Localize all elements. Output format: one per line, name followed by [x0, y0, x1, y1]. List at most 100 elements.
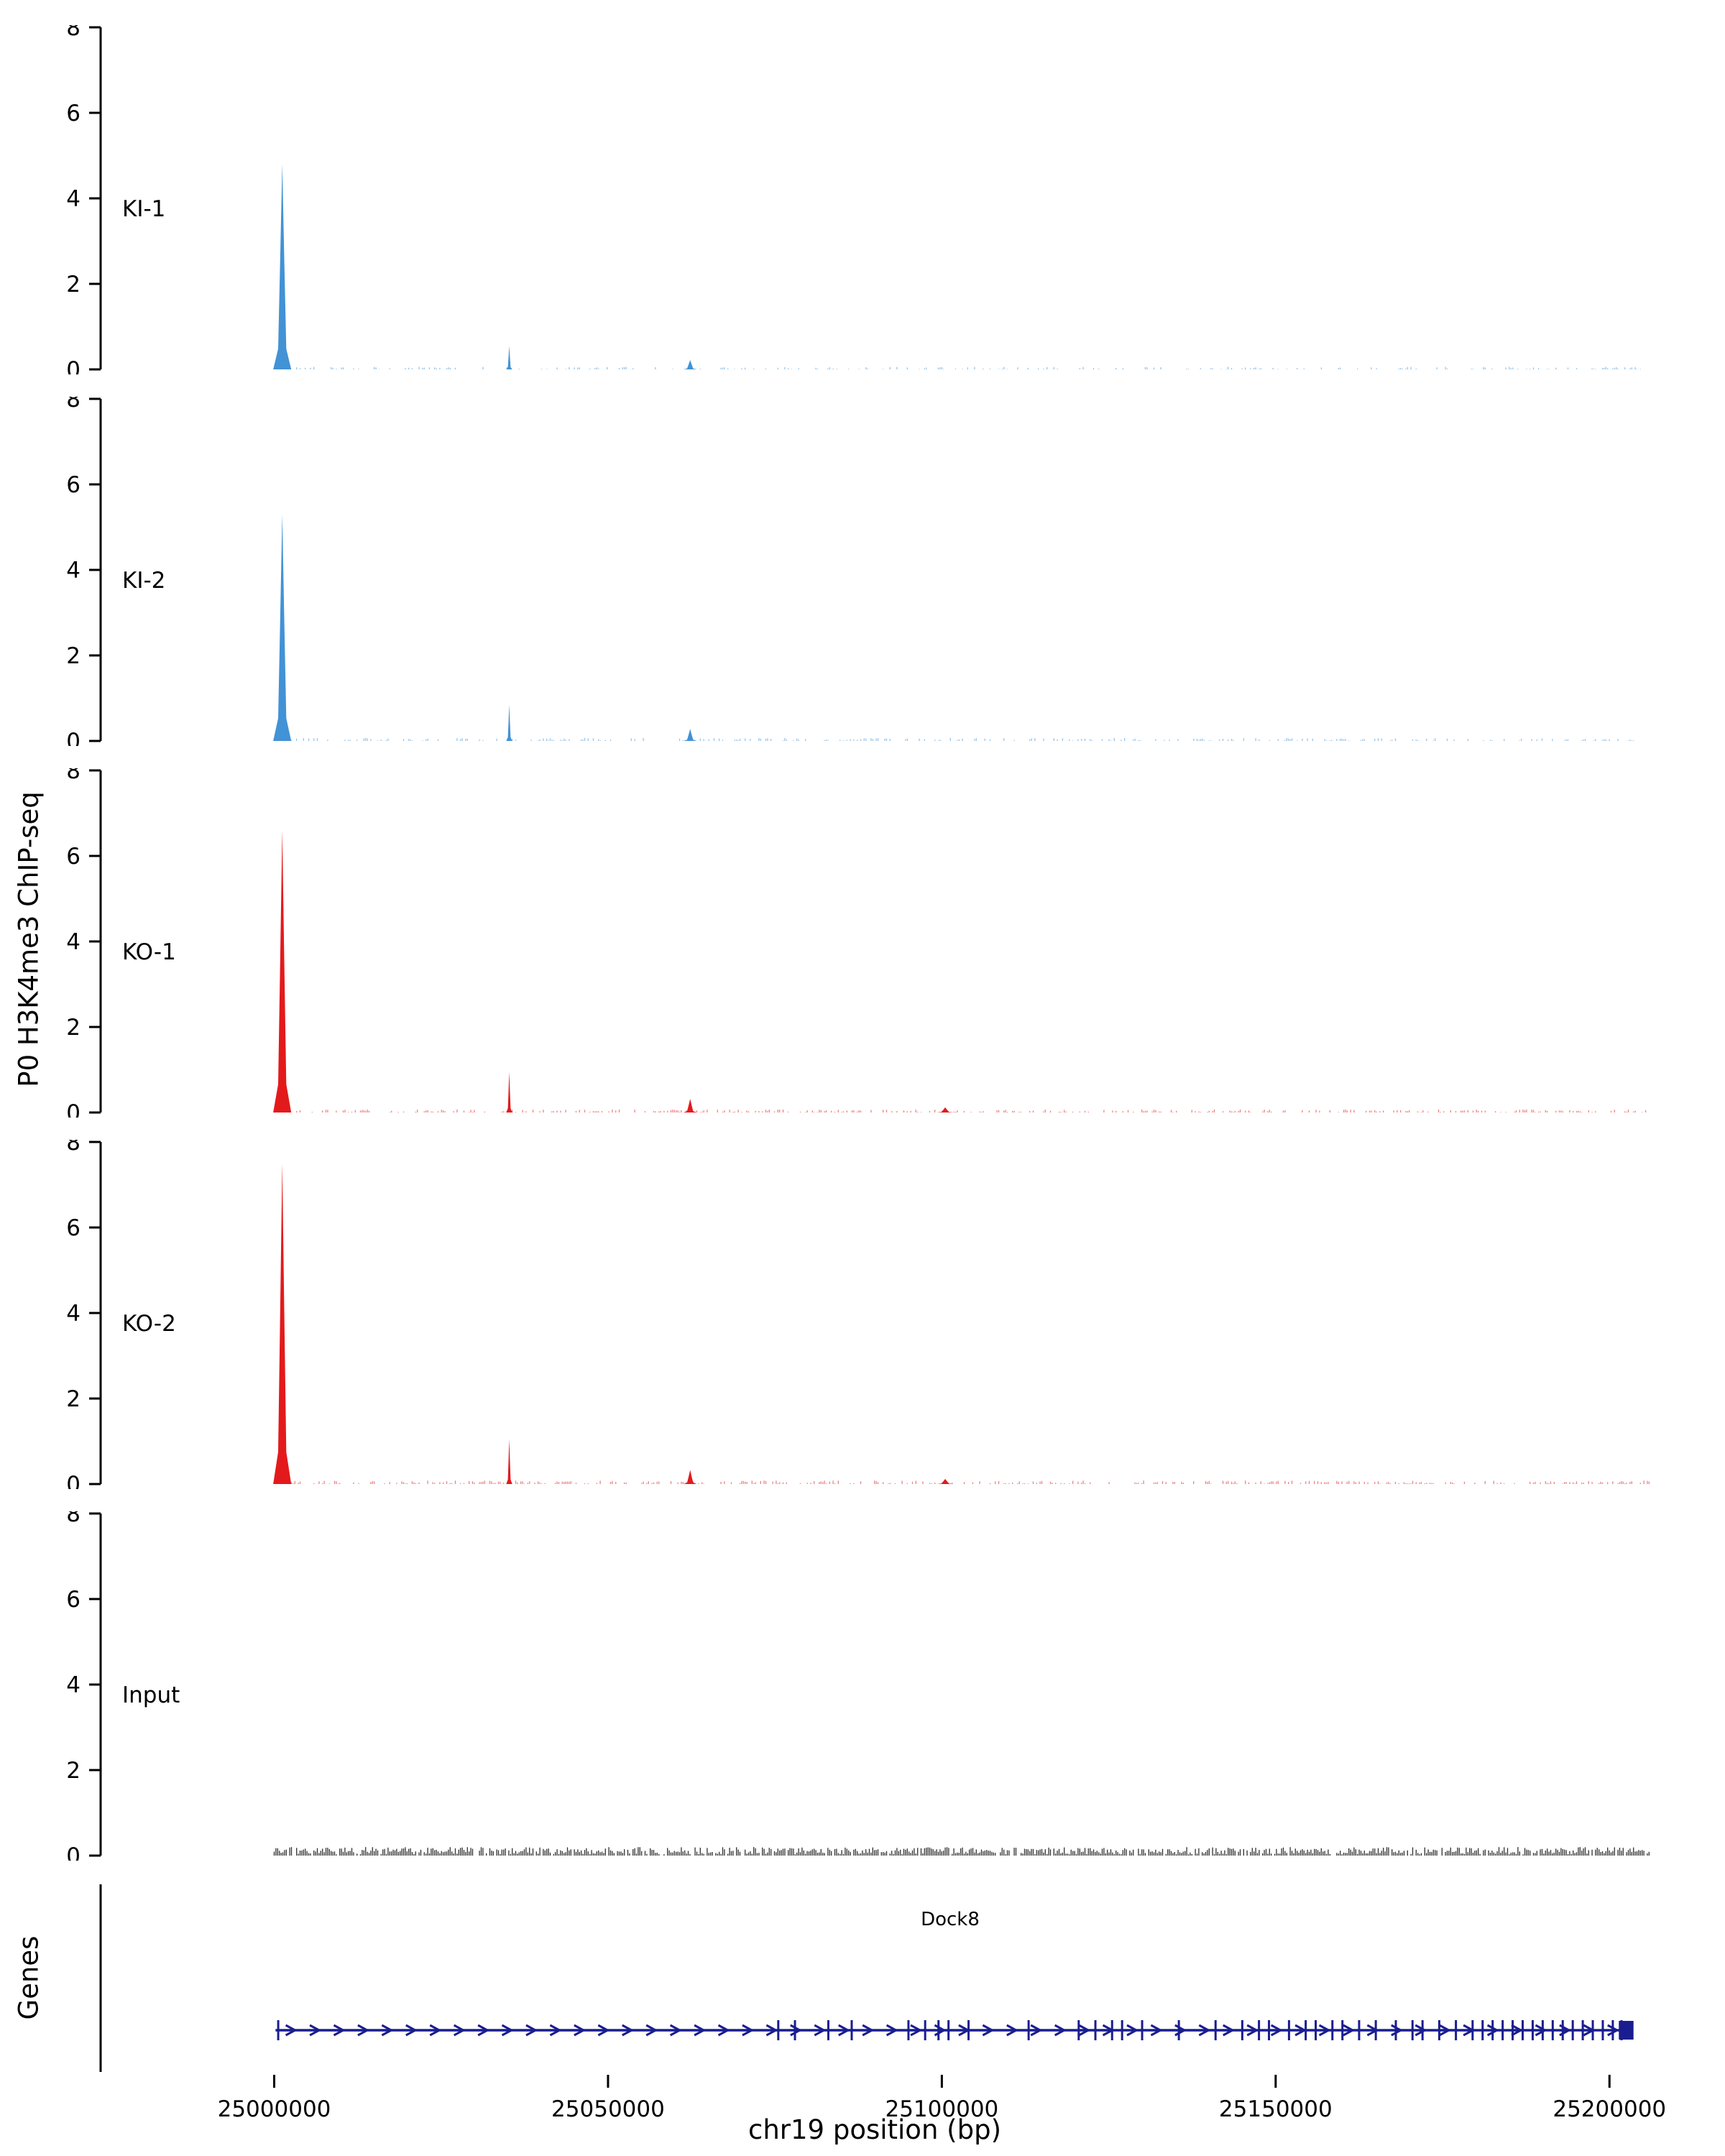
track-plot-ko-1: 0 2 4 6 8 — [66, 768, 1647, 1118]
y-tick-label: 2 — [66, 1386, 80, 1412]
strand-arrow — [1486, 2024, 1499, 2037]
strand-arrow — [1198, 2024, 1211, 2037]
y-tick-label: 2 — [66, 1758, 80, 1784]
x-tick-label: 25200000 — [1552, 2096, 1666, 2122]
y-tick-label: 8 — [66, 397, 80, 413]
strand-arrow — [1006, 2024, 1018, 2037]
strand-arrow — [1078, 2024, 1091, 2037]
track-label: KO-2 — [122, 1311, 176, 1337]
strand-arrow — [742, 2024, 755, 2037]
y-tick-label: 6 — [66, 101, 80, 126]
strand-arrow — [765, 2024, 778, 2037]
track-plot-ki-2: 0 2 4 6 8 — [66, 397, 1634, 746]
track-ki-1: 0 2 4 6 8 KI-1 — [0, 25, 1725, 374]
strand-arrow — [910, 2024, 923, 2037]
track-plot-ki-1: 0 2 4 6 8 — [66, 25, 1641, 374]
track-ko-1: 0 2 4 6 8 KO-1 — [0, 768, 1725, 1118]
strand-arrow — [1343, 2024, 1356, 2037]
strand-arrow — [1102, 2024, 1115, 2037]
y-tick-label: 8 — [66, 1140, 80, 1156]
peak-shape — [273, 1163, 292, 1484]
strand-arrow — [477, 2024, 490, 2037]
noise-signal — [273, 737, 1634, 741]
peak-shape — [937, 1107, 954, 1112]
y-tick-label: 6 — [66, 844, 80, 870]
gene-model-plot — [99, 1884, 1634, 2072]
y-tick-label: 6 — [66, 1215, 80, 1241]
y-tick-label: 4 — [66, 1301, 80, 1327]
y-tick-label: 0 — [66, 1472, 80, 1489]
y-tick-label: 0 — [66, 1843, 80, 1861]
strand-arrow — [1270, 2024, 1283, 2037]
x-tick-label: 25000000 — [218, 2096, 331, 2122]
y-tick-label: 0 — [66, 729, 80, 746]
strand-arrow — [1607, 2024, 1619, 2037]
y-tick-label: 2 — [66, 272, 80, 298]
strand-arrow — [405, 2024, 418, 2037]
strand-arrow — [669, 2024, 682, 2037]
track-label: Input — [122, 1682, 180, 1708]
strand-arrow — [790, 2024, 802, 2037]
peak-shape — [683, 729, 697, 741]
gene-name-label: Dock8 — [921, 1909, 980, 1930]
strand-arrow — [1223, 2024, 1235, 2037]
strand-arrow — [429, 2024, 442, 2037]
y-tick-label: 2 — [66, 1015, 80, 1041]
gene-end-block — [1619, 2021, 1634, 2040]
x-axis-title: chr19 position (bp) — [748, 2114, 1002, 2145]
strand-arrow — [862, 2024, 875, 2037]
strand-arrow — [1366, 2024, 1379, 2037]
peak-shape — [506, 346, 512, 369]
y-tick-label: 0 — [66, 1100, 80, 1118]
strand-arrow — [597, 2024, 610, 2037]
strand-arrow — [357, 2024, 370, 2037]
x-tick-label: 25150000 — [1219, 2096, 1333, 2122]
peak-shape — [506, 1072, 512, 1112]
noise-signal — [275, 1109, 1647, 1112]
peak-shape — [937, 1478, 954, 1484]
y-tick-label: 6 — [66, 472, 80, 498]
strand-arrow — [1150, 2024, 1163, 2037]
track-label: KI-2 — [122, 568, 166, 594]
noise-signal — [275, 367, 1641, 369]
strand-arrow — [285, 2024, 298, 2037]
strand-arrow — [622, 2024, 634, 2037]
noise-signal — [277, 1480, 1650, 1484]
y-tick-label: 8 — [66, 768, 80, 784]
strand-arrow — [1511, 2024, 1524, 2037]
strand-arrow — [1246, 2024, 1259, 2037]
track-label: KI-1 — [122, 196, 166, 222]
strand-arrow — [717, 2024, 730, 2037]
strand-arrow — [694, 2024, 707, 2037]
strand-arrow — [333, 2024, 346, 2037]
strand-arrow — [645, 2024, 658, 2037]
strand-arrow — [1030, 2024, 1043, 2037]
strand-arrow — [1463, 2024, 1476, 2037]
peak-shape — [273, 830, 292, 1112]
track-plot-input: 0 2 4 6 8 — [66, 1511, 1650, 1861]
strand-arrow — [1318, 2024, 1331, 2037]
strand-arrow — [1559, 2024, 1572, 2037]
peak-shape — [506, 704, 512, 741]
strand-arrow — [1126, 2024, 1139, 2037]
x-tick-label: 25050000 — [551, 2096, 665, 2122]
strand-arrow — [1054, 2024, 1067, 2037]
strand-arrow — [1438, 2024, 1451, 2037]
track-ki-2: 0 2 4 6 8 KI-2 — [0, 397, 1725, 746]
track-plot-ko-2: 0 2 4 6 8 — [66, 1140, 1650, 1489]
strand-arrow — [1294, 2024, 1307, 2037]
strand-arrow — [309, 2024, 322, 2037]
strand-arrow — [501, 2024, 514, 2037]
strand-arrow — [453, 2024, 466, 2037]
peak-shape — [683, 1099, 697, 1112]
y-tick-label: 8 — [66, 1511, 80, 1527]
strand-arrow — [886, 2024, 898, 2037]
x-tick-label: 25100000 — [885, 2096, 998, 2122]
y-tick-label: 4 — [66, 1672, 80, 1698]
peak-shape — [273, 164, 292, 369]
peak-shape — [506, 1439, 512, 1484]
strand-arrow — [814, 2024, 827, 2037]
genes-track: Dock8 — [0, 1869, 1725, 2084]
track-input: 0 2 4 6 8 Input — [0, 1511, 1725, 1861]
strand-arrow — [1414, 2024, 1427, 2037]
